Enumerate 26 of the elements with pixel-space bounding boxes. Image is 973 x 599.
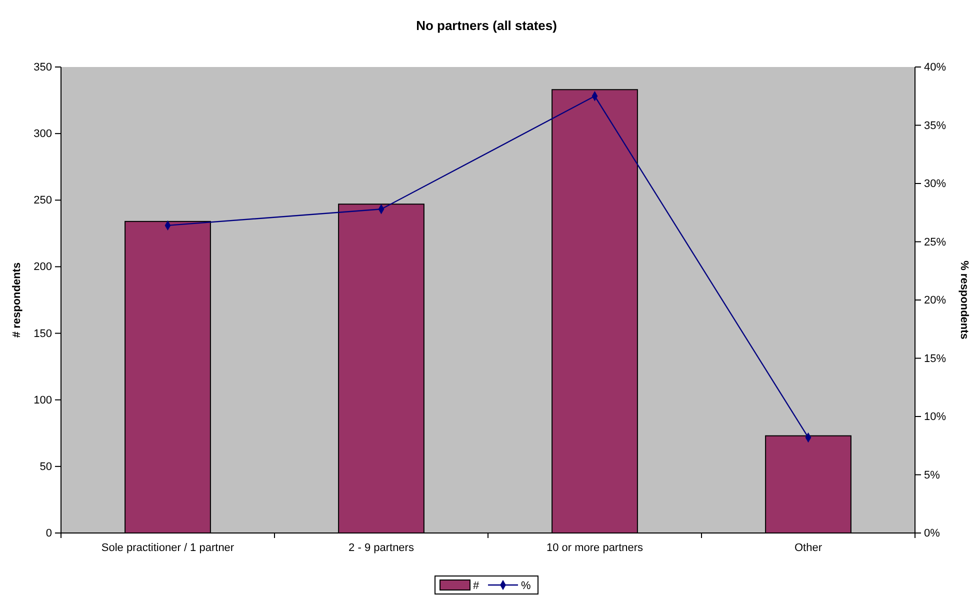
y-tick-label: 0: [46, 528, 52, 540]
legend-label: %: [521, 580, 531, 592]
x-tick-label: 10 or more partners: [546, 542, 644, 554]
y2-tick-label: 0%: [924, 528, 940, 540]
x-tick-label: 2 - 9 partners: [348, 542, 414, 554]
y2-tick-label: 10%: [924, 411, 946, 424]
x-tick-label: Sole practitioner / 1 partner: [101, 542, 234, 554]
legend-label: #: [473, 580, 480, 592]
y2-tick-label: 5%: [924, 469, 940, 482]
y-tick-label: 350: [34, 62, 52, 74]
y-tick-label: 50: [40, 460, 52, 473]
y2-tick-label: 15%: [924, 352, 946, 365]
x-tick-label: Other: [794, 542, 822, 554]
y2-tick-label: 35%: [924, 120, 946, 132]
y-tick-label: 100: [34, 394, 52, 406]
y2-tick-label: 40%: [924, 62, 946, 74]
y-tick-label: 200: [34, 261, 52, 274]
y-tick-label: 250: [34, 194, 52, 207]
y2-tick-label: 25%: [924, 236, 946, 248]
y-tick-label: 300: [34, 128, 52, 140]
chart-title: No partners (all states): [416, 18, 557, 33]
y-axis-title: # respondents: [11, 262, 23, 338]
y2-axis-title: % respondents: [958, 260, 970, 340]
y2-tick-label: 20%: [924, 294, 946, 307]
y-tick-label: 150: [34, 328, 52, 340]
y2-tick-label: 30%: [924, 178, 946, 190]
